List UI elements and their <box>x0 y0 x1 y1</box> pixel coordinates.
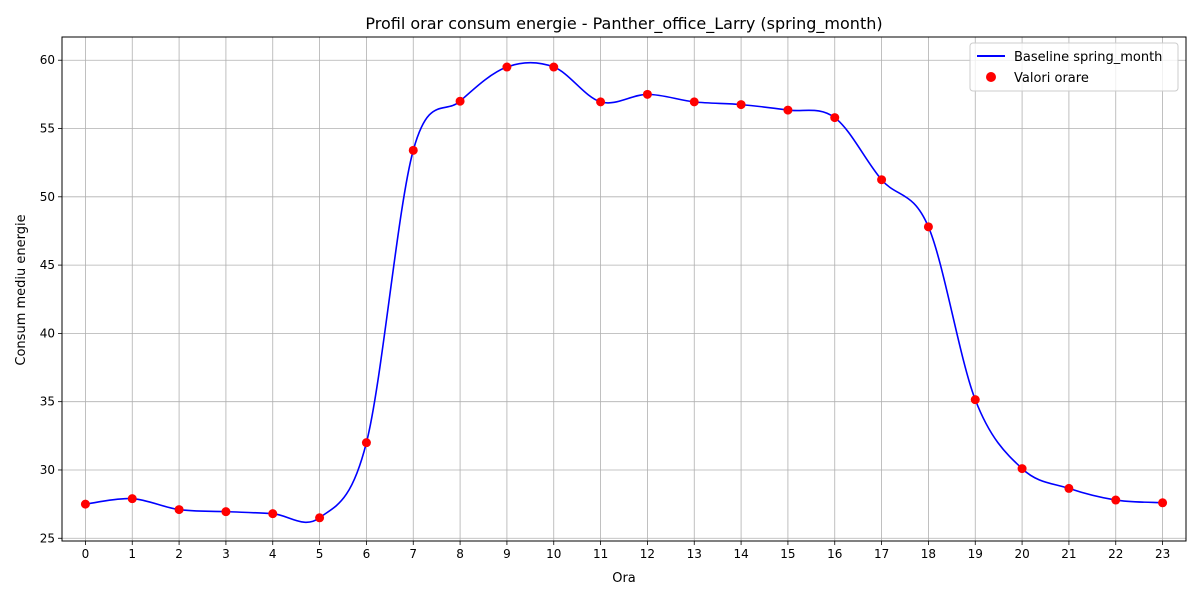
axes: 0 1 2 3 4 5 6 7 8 9 10 11 12 13 14 15 16 17 18 19 20 21 22 2325… <box>40 53 1171 561</box>
hourly-value-point <box>877 175 887 185</box>
hourly-value-point <box>361 438 371 448</box>
x-tick-label: 4 <box>269 547 277 561</box>
hourly-value-point <box>127 494 137 504</box>
hourly-value-point <box>1158 498 1168 508</box>
x-tick-label: 11 <box>593 547 608 561</box>
x-tick-label: 14 <box>733 547 748 561</box>
hourly-value-point <box>221 507 231 517</box>
y-tick-label: 30 <box>40 463 55 477</box>
x-tick-label: 6 <box>363 547 371 561</box>
legend-label-baseline: Baseline spring_month <box>1014 50 1162 65</box>
hourly-value-point <box>80 499 90 509</box>
x-tick-label: 3 <box>222 547 230 561</box>
plot-frame <box>61 36 1187 542</box>
hourly-value-point <box>689 97 699 107</box>
y-tick-label: 55 <box>40 122 55 136</box>
hourly-value-point <box>783 105 793 115</box>
legend-marker-swatch <box>986 72 996 82</box>
x-axis-label: Ora <box>612 571 636 586</box>
legend: Baseline spring_month Valori orare <box>969 42 1179 92</box>
x-tick-label: 20 <box>1014 547 1029 561</box>
hourly-value-point <box>830 113 840 123</box>
x-tick-label: 16 <box>827 547 842 561</box>
x-tick-label: 1 <box>128 547 136 561</box>
hourly-value-point <box>642 89 652 99</box>
hourly-value-point <box>502 62 512 72</box>
hourly-value-point <box>923 222 933 232</box>
y-tick-label: 45 <box>40 258 55 272</box>
x-tick-label: 0 <box>82 547 90 561</box>
hourly-value-point <box>315 513 325 523</box>
x-tick-label: 7 <box>409 547 417 561</box>
hourly-value-point <box>596 97 606 107</box>
x-tick-label: 18 <box>921 547 936 561</box>
x-tick-label: 10 <box>546 547 561 561</box>
x-tick-label: 15 <box>780 547 795 561</box>
hourly-value-point <box>736 100 746 110</box>
legend-label-points: Valori orare <box>1014 71 1089 86</box>
x-tick-label: 22 <box>1108 547 1123 561</box>
grid-lines <box>62 37 1186 541</box>
hourly-value-point <box>549 62 559 72</box>
legend-box <box>969 42 1179 92</box>
chart-title: Profil orar consum energie - Panther_off… <box>365 14 882 34</box>
x-tick-label: 21 <box>1061 547 1076 561</box>
y-tick-label: 40 <box>40 326 55 340</box>
hourly-value-point <box>1111 495 1121 505</box>
hourly-value-point <box>268 509 278 519</box>
y-axis-label: Consum mediu energie <box>14 214 29 365</box>
x-tick-label: 8 <box>456 547 464 561</box>
hourly-value-point <box>408 145 418 155</box>
x-tick-label: 23 <box>1155 547 1170 561</box>
y-tick-label: 25 <box>40 531 55 545</box>
hourly-value-point <box>455 96 465 106</box>
hourly-value-point <box>174 505 184 515</box>
hourly-value-point <box>970 395 980 405</box>
x-tick-label: 13 <box>687 547 702 561</box>
y-tick-label: 50 <box>40 190 55 204</box>
y-tick-label: 35 <box>40 395 55 409</box>
hourly-value-point <box>1017 464 1027 474</box>
hourly-value-point <box>1064 483 1074 493</box>
x-tick-label: 17 <box>874 547 889 561</box>
y-tick-label: 60 <box>40 53 55 67</box>
plot-series <box>80 61 1168 524</box>
x-tick-label: 9 <box>503 547 511 561</box>
x-tick-label: 5 <box>316 547 324 561</box>
x-tick-label: 19 <box>968 547 983 561</box>
x-tick-label: 2 <box>175 547 183 561</box>
x-tick-label: 12 <box>640 547 655 561</box>
